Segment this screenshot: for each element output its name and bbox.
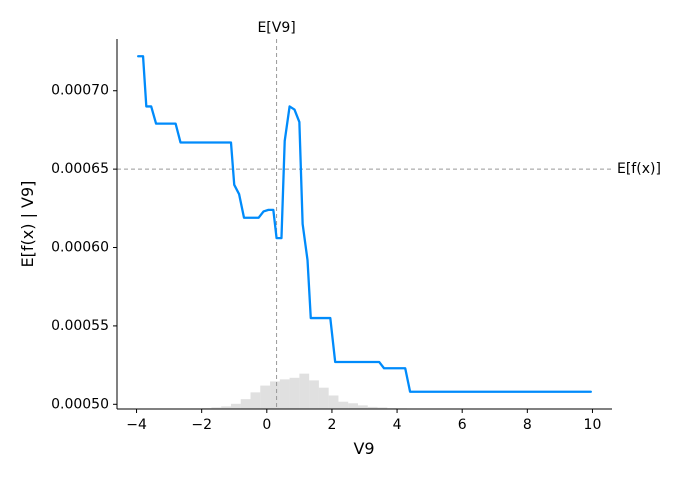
histogram-bar: [338, 401, 349, 409]
histogram-bar: [270, 381, 280, 409]
histogram-bar: [230, 403, 241, 409]
x-tick-label: 4: [393, 417, 402, 433]
x-tick-label: 2: [327, 417, 336, 433]
series-line: [137, 55, 592, 393]
y-axis-label: E[f(x) | V9]: [18, 181, 37, 268]
axis-labels: V9 E[f(x) | V9] E[V9] E[f(x)]: [18, 20, 661, 458]
histogram-bar: [279, 379, 290, 409]
x-tick-label: 0: [262, 417, 271, 433]
y-tick-label: 0.00065: [51, 161, 109, 177]
x-tick-label: 6: [458, 417, 467, 433]
x-tick-label: −2: [191, 417, 212, 433]
y-tick-label: 0.00070: [51, 83, 109, 99]
x-tick-label: 8: [523, 417, 532, 433]
y-tick-label: 0.00060: [51, 240, 109, 256]
axes: [116, 39, 612, 410]
histogram-bar: [328, 395, 339, 409]
histogram-bar: [348, 403, 358, 409]
x-axis-label: V9: [353, 439, 374, 458]
histogram-bar: [309, 380, 319, 409]
histogram-bar: [377, 407, 388, 409]
y-tick-label: 0.00055: [51, 318, 109, 334]
histogram-bar: [250, 392, 261, 409]
histogram-bar: [289, 377, 300, 409]
expected-x-label: E[V9]: [257, 20, 295, 36]
histogram-bar: [318, 387, 329, 409]
histogram-bar: [260, 385, 271, 409]
histogram-bar: [221, 406, 231, 409]
dependence-line: [137, 55, 592, 393]
x-tick-label: −4: [126, 417, 147, 433]
histogram-bar: [240, 399, 251, 409]
histogram-bar: [357, 405, 368, 409]
histogram: [182, 373, 437, 409]
y-tick-label: 0.00050: [51, 396, 109, 412]
histogram-bar: [367, 406, 378, 409]
expected-y-label: E[f(x)]: [617, 161, 661, 177]
histogram-bar: [211, 407, 222, 409]
x-tick-label: 10: [584, 417, 602, 433]
histogram-bar: [299, 373, 310, 409]
axis-ticks: −4 −2 0 2 4 6 8 10 0.00050 0.00055 0.00060 0.00065 0…: [51, 83, 601, 433]
expected-value-reference-lines: [117, 39, 612, 409]
